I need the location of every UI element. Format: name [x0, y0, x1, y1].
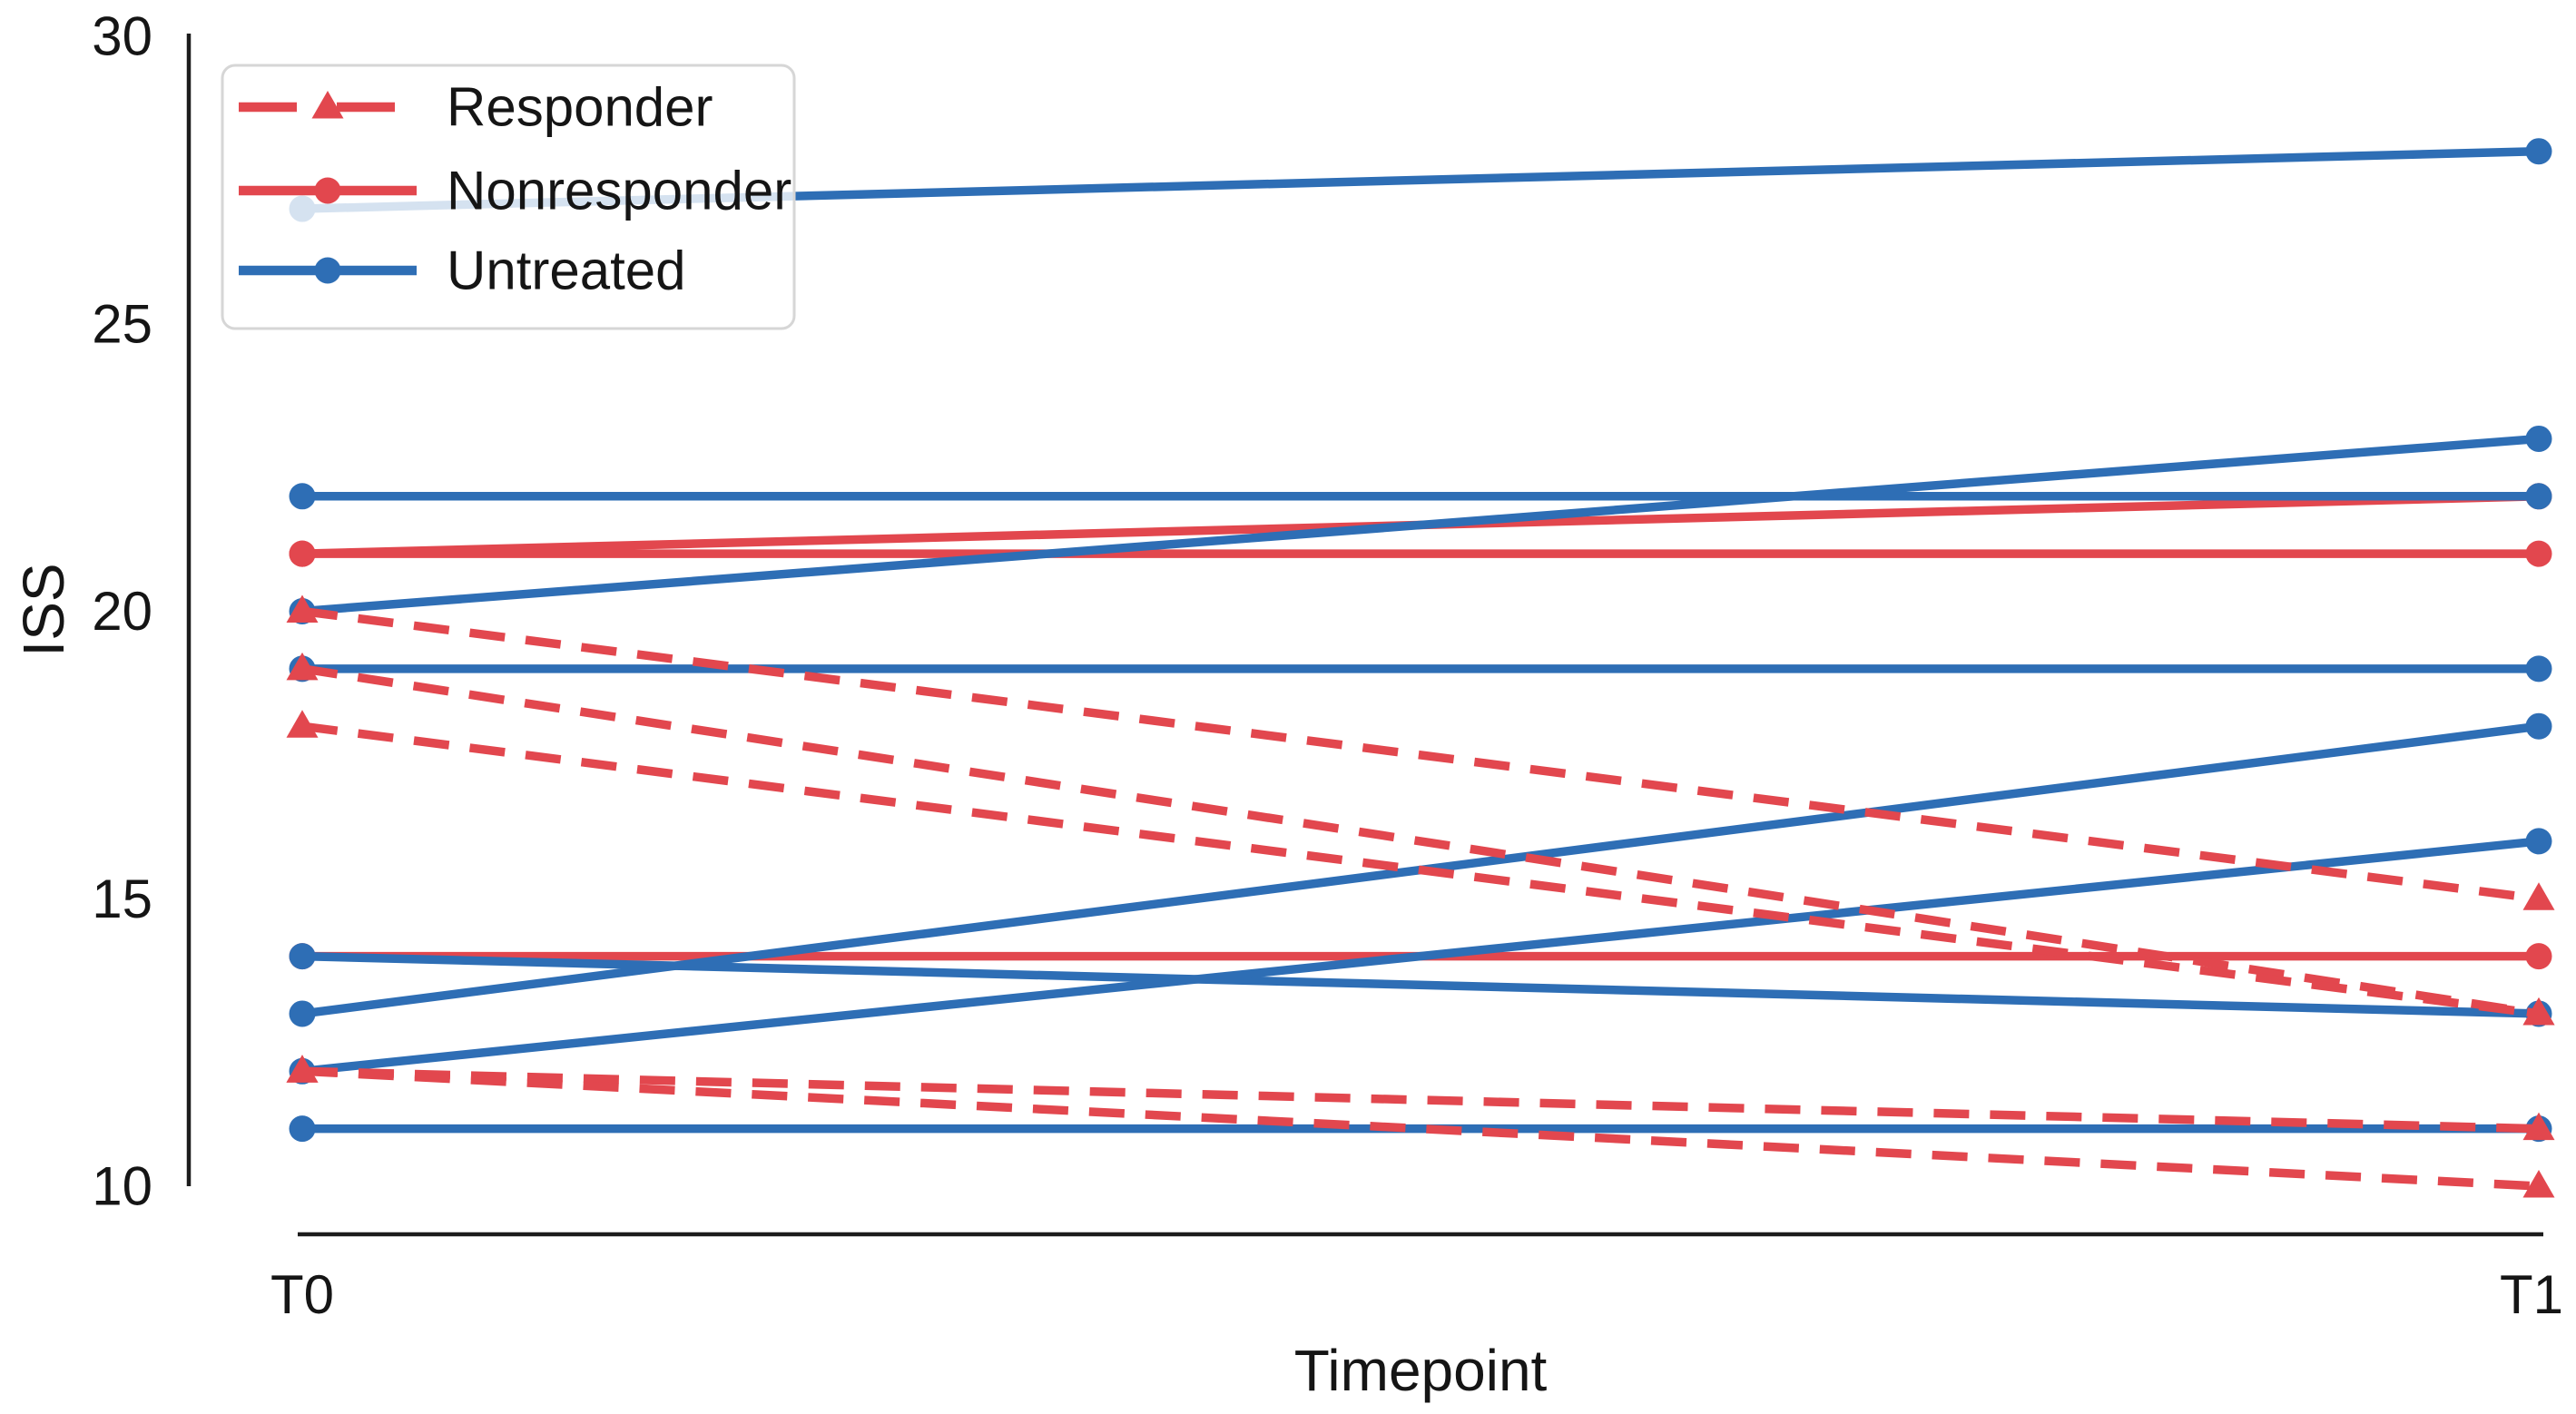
y-tick-label-30: 30: [92, 6, 152, 67]
y-tick-label-25: 25: [92, 293, 152, 354]
responder-marker-t0: [286, 594, 319, 623]
x-tick-label-T0: T0: [270, 1264, 334, 1325]
untreated-line: [301, 434, 2540, 616]
untreated-marker-t1: [2525, 483, 2552, 510]
nonresponder-marker-t1: [2525, 943, 2552, 970]
responder-marker-t1: [2522, 1170, 2555, 1198]
untreated-marker-t1: [2525, 828, 2552, 855]
responder-marker-t0: [286, 652, 319, 681]
untreated-marker-t0: [289, 943, 316, 970]
legend-label-nonresponder: Nonresponder: [447, 161, 791, 221]
untreated-marker-t0: [289, 483, 316, 510]
untreated-marker-t0: [289, 1000, 316, 1027]
x-tick-label-T1: T1: [2500, 1264, 2563, 1325]
responder-marker-t0: [286, 1055, 319, 1083]
untreated-marker-t1: [2525, 655, 2552, 682]
y-axis-title: ISS: [11, 563, 76, 656]
responder-marker-t1: [2522, 1112, 2555, 1141]
y-tick-label-15: 15: [92, 869, 152, 929]
responder-line: [301, 606, 2540, 903]
legend-box: [221, 64, 796, 330]
responder-line: [301, 664, 2540, 1018]
responder-marker-t1: [2522, 997, 2555, 1026]
legend-sample-marker-untreated: [314, 257, 341, 284]
responder-line: [301, 1066, 2540, 1134]
legend-sample-marker-nonresponder: [314, 177, 341, 204]
untreated-marker-t1: [2525, 712, 2552, 740]
x-axis-title: Timepoint: [1294, 1338, 1548, 1403]
nonresponder-marker-t0: [289, 540, 316, 567]
legend-label-responder: Responder: [447, 77, 713, 138]
y-tick-label-20: 20: [92, 581, 152, 642]
untreated-line: [301, 837, 2540, 1076]
responder-marker-t0: [286, 710, 319, 738]
responder-marker-t1: [2522, 882, 2555, 910]
legend-label-untreated: Untreated: [447, 241, 686, 301]
untreated-marker-t1: [2525, 425, 2552, 452]
responder-line: [301, 1066, 2540, 1191]
y-tick-label-10: 10: [92, 1156, 152, 1217]
untreated-marker-t1: [2525, 138, 2552, 165]
nonresponder-marker-t1: [2525, 540, 2552, 567]
legend-sample-marker-responder: [311, 91, 344, 119]
responder-line: [301, 722, 2540, 1018]
untreated-marker-t0: [289, 1115, 316, 1143]
